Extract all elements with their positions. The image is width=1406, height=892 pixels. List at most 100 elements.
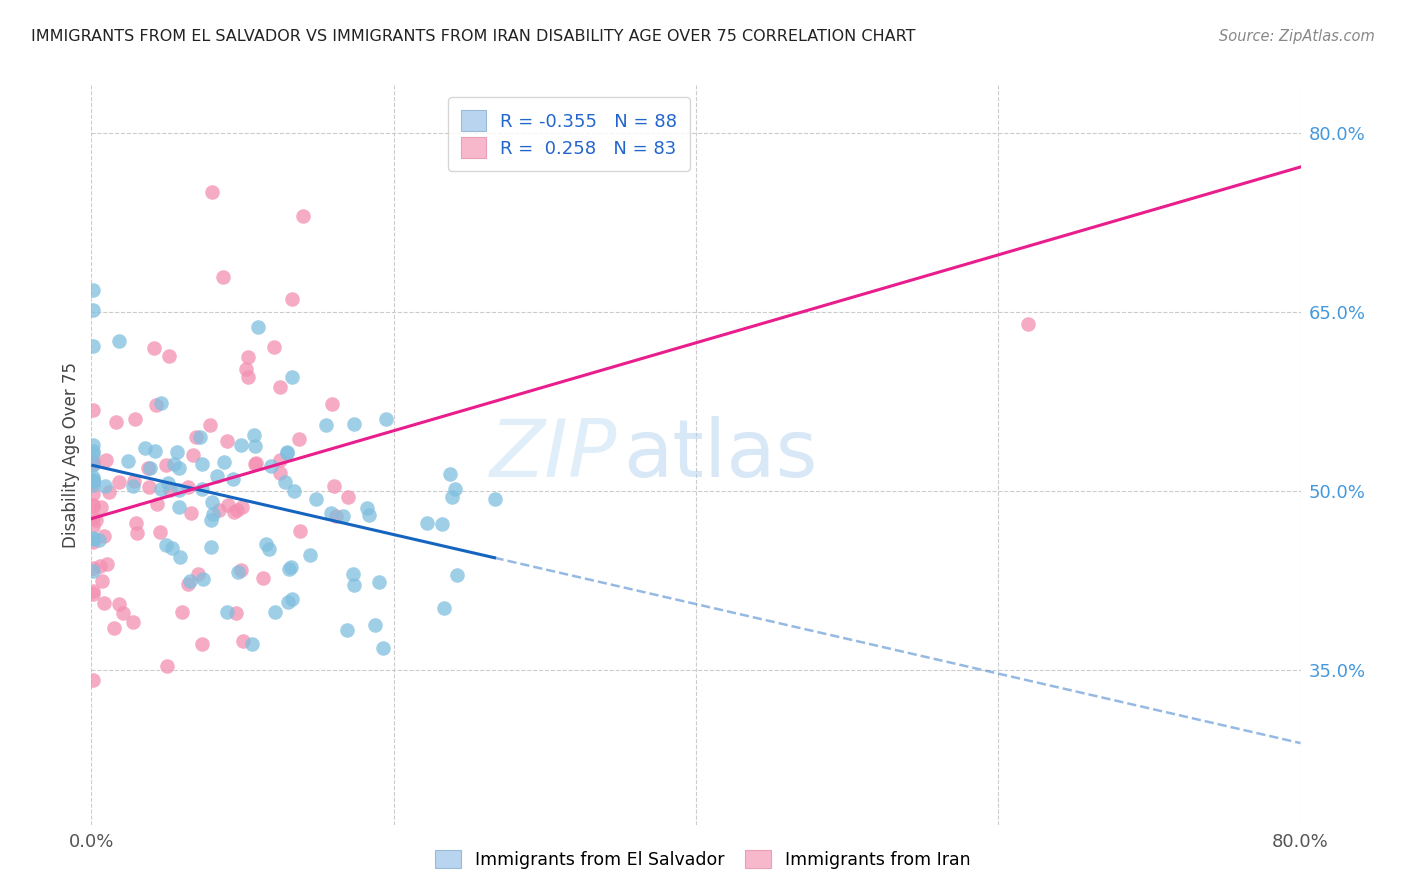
Point (82, 531, 104, 545)
Point (82, 564, 104, 578)
Point (82, 457, 104, 471)
Point (416, 516, 439, 531)
Point (180, 506, 202, 520)
Point (82, 447, 104, 461)
Point (269, 453, 291, 467)
Point (207, 469, 229, 483)
Point (82, 498, 104, 512)
Point (229, 563, 252, 577)
Point (276, 445, 298, 459)
Point (444, 482, 467, 496)
Point (82, 475, 104, 489)
Point (200, 540, 222, 554)
Point (226, 566, 249, 580)
Point (181, 448, 204, 462)
Point (240, 637, 263, 651)
Point (157, 476, 180, 491)
Point (280, 370, 302, 384)
Point (82, 283, 104, 297)
Point (160, 541, 183, 555)
Point (212, 455, 235, 469)
Point (484, 492, 506, 507)
Point (163, 457, 186, 471)
Point (82, 673, 104, 687)
Point (82, 478, 104, 492)
Point (169, 483, 191, 497)
Point (269, 380, 291, 394)
Point (146, 497, 169, 511)
Point (245, 456, 267, 470)
Point (107, 475, 129, 489)
Point (94, 479, 117, 493)
Point (278, 562, 301, 576)
Point (127, 525, 149, 540)
Point (145, 398, 167, 412)
Point (156, 659, 179, 673)
Point (82, 403, 104, 417)
Point (243, 428, 266, 442)
Point (246, 320, 269, 334)
Point (177, 577, 200, 591)
Point (139, 460, 162, 475)
Text: ZIP: ZIP (491, 416, 617, 494)
Point (243, 439, 266, 453)
Point (190, 483, 212, 497)
Point (138, 480, 160, 494)
Point (224, 505, 246, 519)
Point (359, 508, 381, 522)
Point (281, 292, 304, 306)
Point (82, 499, 104, 513)
Point (84, 513, 107, 527)
Point (90, 500, 112, 514)
Point (200, 417, 222, 432)
Point (201, 185, 224, 199)
Point (287, 432, 309, 446)
Point (82, 561, 104, 575)
Point (315, 417, 337, 432)
Point (259, 542, 281, 557)
Point (236, 370, 259, 384)
Point (82, 584, 104, 599)
Point (112, 606, 135, 620)
Point (149, 524, 172, 539)
Point (319, 507, 342, 521)
Point (368, 575, 391, 590)
Point (125, 516, 148, 530)
Point (439, 467, 461, 482)
Point (191, 458, 214, 472)
Point (280, 592, 302, 607)
Point (157, 349, 180, 363)
Point (87, 533, 110, 547)
Point (82, 474, 104, 488)
Point (124, 412, 146, 426)
Point (90, 574, 112, 588)
Point (82, 532, 104, 546)
Point (299, 548, 322, 562)
Point (356, 500, 378, 515)
Point (200, 513, 222, 527)
Point (82, 470, 104, 484)
Point (280, 560, 302, 574)
Point (97, 485, 120, 500)
Point (222, 472, 245, 486)
Point (225, 606, 247, 620)
Point (274, 475, 297, 489)
Point (96, 558, 118, 572)
Point (136, 460, 159, 475)
Point (93, 529, 115, 543)
Point (94, 452, 117, 467)
Point (191, 573, 214, 587)
Point (201, 508, 224, 522)
Point (236, 350, 259, 364)
Point (82, 519, 104, 533)
Point (269, 466, 291, 480)
Point (149, 482, 172, 496)
Point (321, 397, 343, 411)
Point (93, 596, 115, 610)
Point (121, 479, 143, 493)
Point (82, 444, 104, 458)
Point (122, 475, 145, 489)
Point (82, 475, 104, 489)
Point (432, 601, 454, 615)
Point (103, 622, 125, 636)
